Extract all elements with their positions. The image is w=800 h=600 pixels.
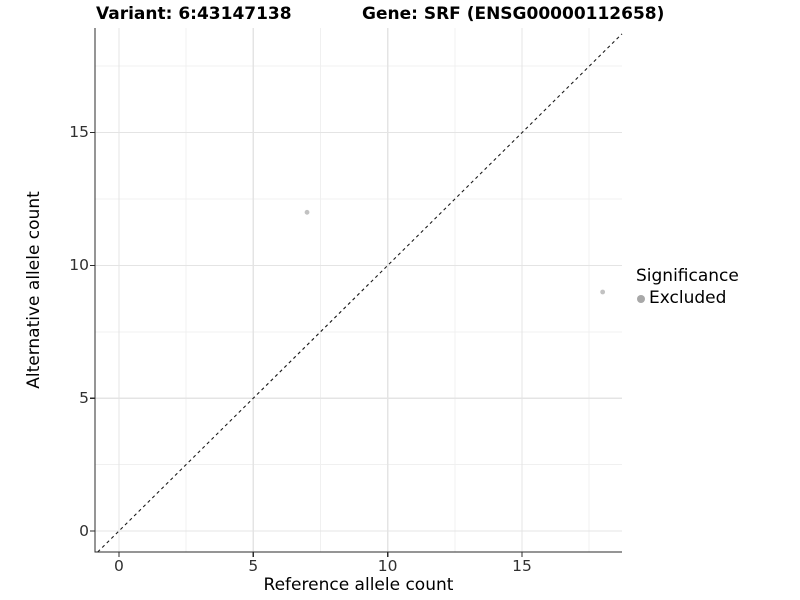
legend-item-label: Excluded [649,288,727,308]
legend: Significance Excluded [636,266,739,309]
y-axis-title: Alternative allele count [24,191,44,389]
x-tick-label: 0 [113,557,124,575]
excluded-point-icon [637,294,645,303]
y-tick-label: 15 [69,123,89,142]
x-tick-label: 15 [512,557,532,575]
y-tick-label: 10 [69,255,89,274]
data-point [304,209,310,215]
data-point [600,289,606,295]
x-axis-title: Reference allele count [263,575,454,595]
legend-item-excluded: Excluded [637,288,739,309]
y-tick-label: 5 [79,388,89,407]
gene-title: Gene: SRF (ENSG00000112658) [362,4,665,24]
y-tick-label: 0 [79,521,89,540]
legend-title: Significance [636,266,739,286]
variant-title: Variant: 6:43147138 [96,4,292,24]
x-tick-label: 10 [377,557,398,575]
x-tick-label: 5 [248,557,259,575]
identity-dashed-line [97,33,623,553]
